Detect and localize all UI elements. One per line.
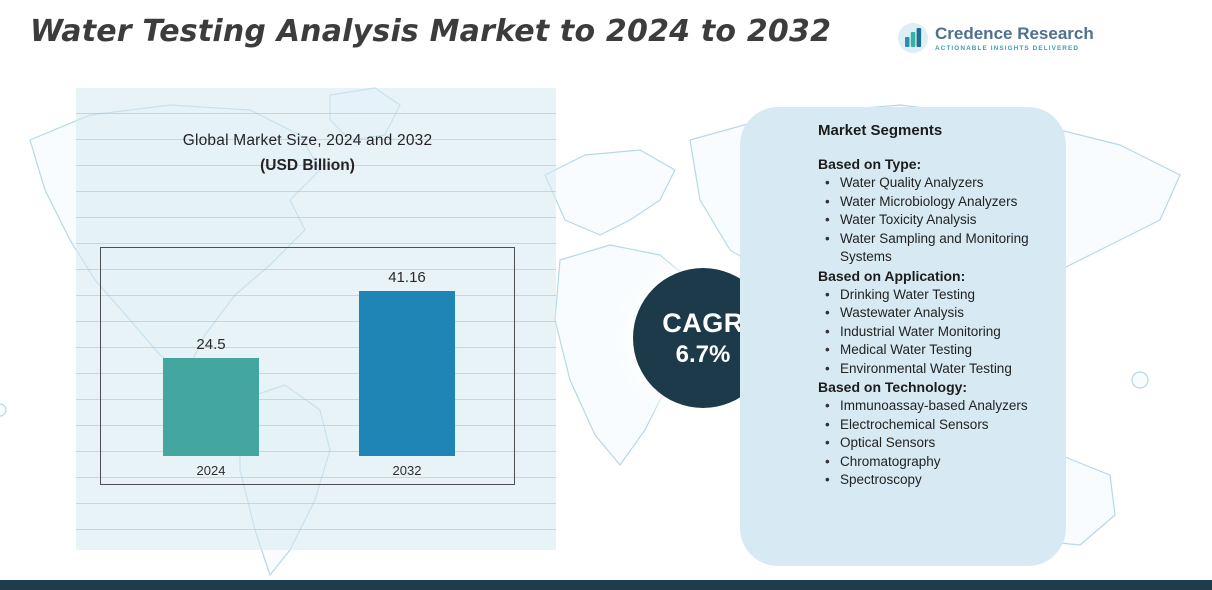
bar-2032: [359, 291, 455, 456]
segment-item: Wastewater Analysis: [818, 304, 1030, 323]
segment-item: Electrochemical Sensors: [818, 416, 1030, 435]
logo-name: Credence Research: [935, 24, 1094, 43]
segment-item: Environmental Water Testing: [818, 360, 1030, 379]
x-axis-label-2032: 2032: [392, 463, 422, 478]
credence-logo-icon: [898, 23, 928, 53]
segment-item: Immunoassay-based Analyzers: [818, 397, 1030, 416]
bar-2024: [163, 358, 259, 456]
bar-value-label: 24.5: [196, 336, 226, 353]
cagr-value: 6.7%: [675, 340, 731, 368]
segments-title: Market Segments: [818, 122, 943, 139]
chart-panel: [76, 88, 556, 550]
segment-item: Optical Sensors: [818, 434, 1030, 453]
bar-group-2024: 24.5: [163, 256, 259, 456]
segment-item: Drinking Water Testing: [818, 286, 1030, 305]
map-island: [1131, 371, 1149, 389]
segment-item: Water Quality Analyzers: [818, 174, 1030, 193]
segment-group-heading-technology: Based on Technology:: [818, 379, 968, 395]
bar-chart-plot-area: 24.5 41.16: [101, 256, 514, 456]
segment-item: Industrial Water Monitoring: [818, 323, 1030, 342]
credence-research-logo: Credence Research ACTIONABLE INSIGHTS DE…: [897, 22, 1094, 54]
page-title: Water Testing Analysis Market to 2024 to…: [30, 14, 832, 49]
segment-item: Water Microbiology Analyzers: [818, 193, 1030, 212]
logo-text: Credence Research ACTIONABLE INSIGHTS DE…: [935, 22, 1094, 53]
chart-subtitle: (USD Billion): [260, 157, 355, 174]
segment-list-type: Water Quality Analyzers Water Microbiolo…: [818, 174, 1048, 267]
footer-bar: [0, 580, 1212, 590]
segment-list-technology: Immunoassay-based Analyzers Electrochemi…: [818, 397, 1048, 490]
segment-item: Chromatography: [818, 453, 1030, 472]
map-europe: [544, 149, 676, 236]
segment-item: Water Sampling and Monitoring Systems: [818, 230, 1030, 267]
bar-group-2032: 41.16: [359, 256, 455, 456]
chart-title-block: Global Market Size, 2024 and 2032 (USD B…: [100, 132, 515, 175]
x-axis-label-2024: 2024: [196, 463, 226, 478]
segment-item: Medical Water Testing: [818, 341, 1030, 360]
segment-item: Water Toxicity Analysis: [818, 211, 1030, 230]
segment-list-application: Drinking Water Testing Wastewater Analys…: [818, 286, 1048, 379]
map-island: [0, 403, 7, 417]
logo-tagline: ACTIONABLE INSIGHTS DELIVERED: [935, 44, 1080, 52]
bar-value-label: 41.16: [388, 269, 426, 287]
bar-chart: 24.5 41.16 2024 2032: [100, 247, 515, 485]
market-segments-panel: Market Segments Based on Type: Water Qua…: [740, 107, 1066, 566]
segment-item: Spectroscopy: [818, 471, 1030, 490]
segment-group-heading-type: Based on Type:: [818, 156, 922, 172]
cagr-label: CAGR: [662, 307, 744, 338]
chart-title: Global Market Size, 2024 and 2032: [182, 132, 433, 149]
segment-group-heading-application: Based on Application:: [818, 267, 966, 284]
